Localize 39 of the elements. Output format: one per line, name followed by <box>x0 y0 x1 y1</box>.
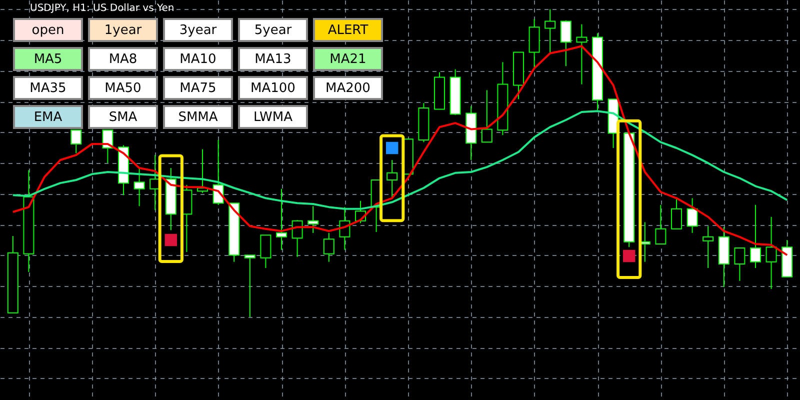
candlestick <box>244 254 256 318</box>
annotation: 5year <box>254 23 292 38</box>
candlestick <box>702 226 714 268</box>
chart-title: USDJPY, H1: US Dollar vs Yen <box>30 3 174 14</box>
candlestick <box>560 20 572 67</box>
annotation: 3year <box>179 23 218 38</box>
candlestick <box>734 248 746 282</box>
candlestick <box>686 198 698 234</box>
annotation: MA13 <box>254 52 292 67</box>
candlestick <box>750 204 761 268</box>
candlestick <box>323 232 334 262</box>
candlestick <box>671 198 682 230</box>
candlestick <box>276 188 287 250</box>
candlestick <box>481 90 492 143</box>
annotation: MA8 <box>108 52 138 67</box>
annotation: MA100 <box>250 81 296 96</box>
candlestick <box>260 234 272 268</box>
annotation: SMA <box>108 110 138 125</box>
annotation: MA21 <box>330 52 366 67</box>
candlestick <box>766 216 777 290</box>
annotation: LWMA <box>253 110 293 125</box>
annotation: EMA <box>34 110 62 125</box>
annotation: MA200 <box>326 81 370 96</box>
candlestick <box>134 168 145 207</box>
annotation: MA10 <box>180 52 216 67</box>
annotation: MA50 <box>104 81 142 96</box>
annotation: SMMA <box>178 110 218 125</box>
candlestick <box>655 204 666 244</box>
candlestick <box>70 130 82 154</box>
annotation: MA35 <box>30 81 66 96</box>
annotation: MA5 <box>34 52 62 67</box>
candlestick <box>544 8 556 54</box>
candlestick <box>386 160 398 200</box>
annotation: open <box>32 23 64 38</box>
candlestick <box>308 206 319 234</box>
annotation: 1year <box>104 23 142 38</box>
candlestick <box>576 24 588 85</box>
annotation: MA75 <box>180 81 216 96</box>
annotation: ALERT <box>328 23 368 38</box>
